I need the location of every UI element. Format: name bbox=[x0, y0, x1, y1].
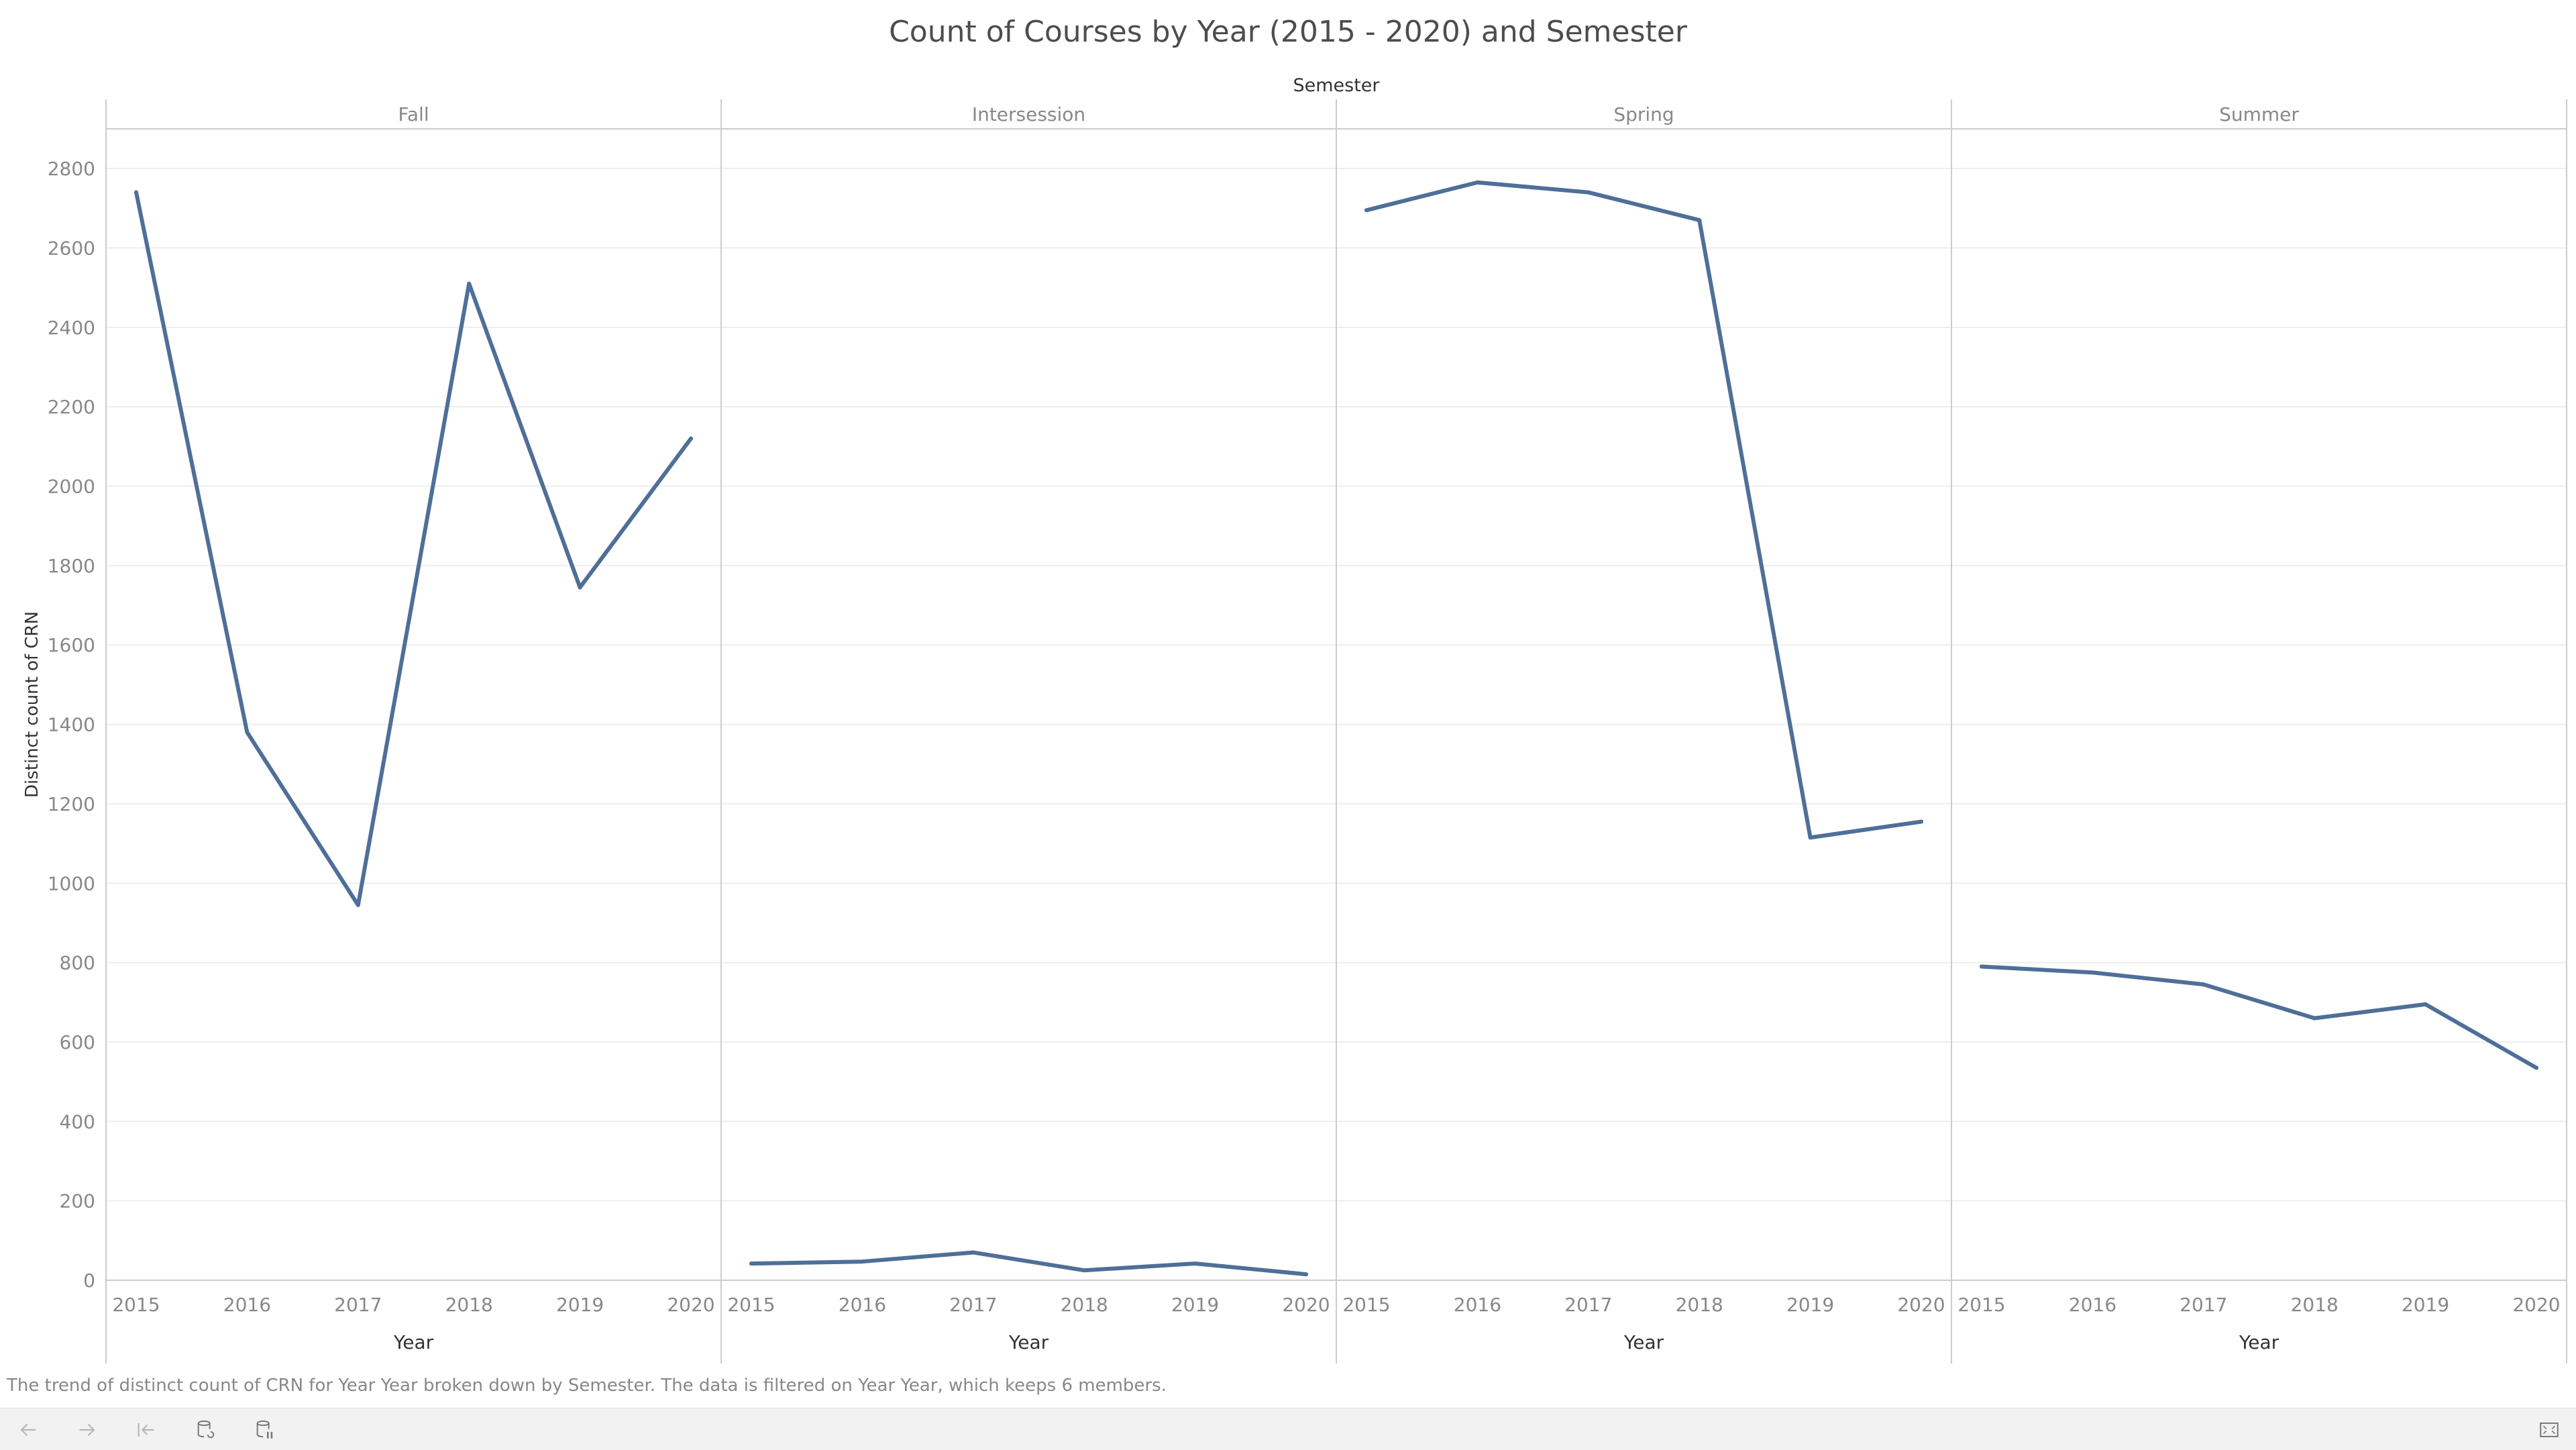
x-axis-label: Year bbox=[2239, 1331, 2279, 1353]
x-tick-label: 2016 bbox=[1454, 1294, 1501, 1316]
undo-button[interactable] bbox=[15, 1416, 42, 1443]
data-point bbox=[971, 1250, 975, 1255]
x-tick-label: 2015 bbox=[112, 1294, 160, 1316]
panel-header: Intersession bbox=[972, 103, 1085, 125]
panel-header: Summer bbox=[2219, 103, 2299, 125]
data-point bbox=[1082, 1268, 1087, 1273]
data-point bbox=[467, 281, 472, 286]
y-tick-label: 2200 bbox=[48, 396, 95, 418]
pause-updates-button[interactable] bbox=[252, 1416, 278, 1443]
y-tick-label: 800 bbox=[60, 952, 95, 974]
data-point bbox=[1364, 208, 1368, 213]
y-axis-label: Distinct count of CRN bbox=[22, 611, 42, 798]
undo-icon bbox=[20, 1423, 36, 1437]
x-tick-label: 2018 bbox=[1061, 1294, 1108, 1316]
revert-button[interactable] bbox=[133, 1416, 160, 1443]
x-tick-label: 2020 bbox=[1897, 1294, 1945, 1316]
redo-button[interactable] bbox=[74, 1416, 101, 1443]
y-tick-label: 400 bbox=[60, 1110, 95, 1133]
y-tick-label: 1800 bbox=[48, 555, 95, 577]
x-tick-label: 2015 bbox=[727, 1294, 775, 1316]
refresh-data-icon bbox=[197, 1420, 215, 1439]
data-point bbox=[860, 1259, 865, 1264]
data-point bbox=[1586, 190, 1591, 195]
data-point bbox=[2090, 970, 2095, 975]
chart-title: Count of Courses by Year (2015 - 2020) a… bbox=[889, 15, 1687, 49]
data-point bbox=[1980, 964, 1984, 969]
data-point bbox=[1919, 819, 1923, 824]
x-tick-label: 2019 bbox=[556, 1294, 604, 1316]
data-point bbox=[1697, 218, 1702, 223]
x-tick-label: 2019 bbox=[1786, 1294, 1834, 1316]
x-tick-label: 2017 bbox=[2180, 1294, 2227, 1316]
data-point bbox=[749, 1261, 753, 1266]
y-tick-label: 200 bbox=[60, 1190, 95, 1212]
revert-icon bbox=[138, 1423, 154, 1437]
x-tick-label: 2015 bbox=[1342, 1294, 1390, 1316]
data-point bbox=[1808, 835, 1813, 840]
column-header: Semester bbox=[1293, 75, 1380, 96]
redo-icon bbox=[79, 1423, 95, 1437]
chart-caption: The trend of distinct count of CRN for Y… bbox=[7, 1376, 1167, 1396]
y-tick-label: 1000 bbox=[48, 872, 95, 894]
y-tick-label: 1400 bbox=[48, 714, 95, 736]
y-tick-label: 2000 bbox=[48, 476, 95, 498]
y-tick-label: 1200 bbox=[48, 793, 95, 815]
y-tick-label: 0 bbox=[83, 1270, 95, 1292]
data-point bbox=[2423, 1002, 2428, 1006]
data-point bbox=[2312, 1016, 2317, 1021]
series-line-fall bbox=[134, 190, 693, 907]
data-point bbox=[134, 190, 138, 195]
fullscreen-icon bbox=[2540, 1422, 2559, 1437]
y-tick-label: 2800 bbox=[48, 158, 95, 180]
y-tick-label: 2400 bbox=[48, 317, 95, 339]
data-point bbox=[1193, 1261, 1197, 1266]
y-tick-label: 600 bbox=[60, 1031, 95, 1053]
data-point bbox=[578, 585, 582, 590]
x-axis-label: Year bbox=[1623, 1331, 1664, 1353]
data-point bbox=[2534, 1066, 2538, 1070]
y-tick-label: 1600 bbox=[48, 634, 95, 656]
panel-header: Spring bbox=[1613, 103, 1674, 125]
data-point bbox=[689, 436, 693, 441]
x-tick-label: 2016 bbox=[839, 1294, 886, 1316]
x-axis-label: Year bbox=[1008, 1331, 1049, 1353]
x-tick-label: 2017 bbox=[949, 1294, 997, 1316]
x-tick-label: 2016 bbox=[2069, 1294, 2116, 1316]
toolbar bbox=[0, 1408, 2576, 1450]
x-tick-label: 2020 bbox=[667, 1294, 714, 1316]
x-tick-label: 2019 bbox=[2402, 1294, 2449, 1316]
panel-header: Fall bbox=[398, 103, 429, 125]
series-line-summer bbox=[1980, 964, 2538, 1070]
data-point bbox=[356, 902, 360, 907]
pause-updates-icon bbox=[256, 1420, 273, 1439]
x-tick-label: 2018 bbox=[2291, 1294, 2339, 1316]
data-point bbox=[1475, 180, 1480, 185]
x-tick-label: 2019 bbox=[1171, 1294, 1219, 1316]
fullscreen-button[interactable] bbox=[2536, 1416, 2563, 1443]
series-line-spring bbox=[1364, 180, 1923, 840]
x-tick-label: 2020 bbox=[2512, 1294, 2560, 1316]
x-tick-label: 2020 bbox=[1282, 1294, 1330, 1316]
x-tick-label: 2016 bbox=[223, 1294, 271, 1316]
series-line-intersession bbox=[749, 1250, 1308, 1277]
data-point bbox=[245, 730, 250, 735]
x-tick-label: 2015 bbox=[1957, 1294, 2005, 1316]
refresh-data-button[interactable] bbox=[193, 1416, 219, 1443]
line-chart: Semester 0 200 400 600 800 1000 1200 1400 1600 180… bbox=[22, 75, 2567, 1363]
data-point bbox=[1304, 1272, 1308, 1277]
x-tick-label: 2018 bbox=[1676, 1294, 1723, 1316]
x-axis-label: Year bbox=[393, 1331, 434, 1353]
y-tick-label: 2600 bbox=[48, 238, 95, 260]
x-tick-label: 2017 bbox=[334, 1294, 382, 1316]
data-point bbox=[2201, 982, 2206, 987]
x-tick-label: 2018 bbox=[445, 1294, 493, 1316]
x-tick-label: 2017 bbox=[1564, 1294, 1612, 1316]
